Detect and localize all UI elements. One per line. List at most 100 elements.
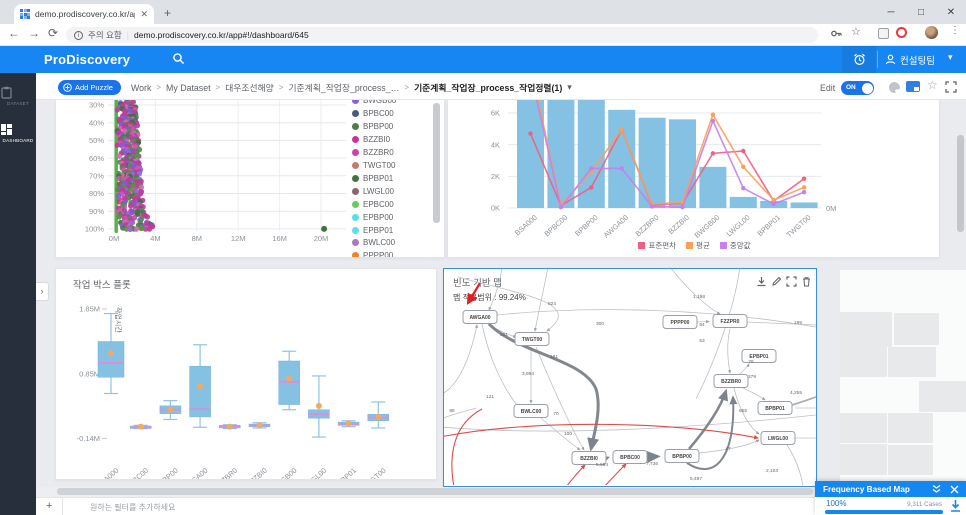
window-maximize-button[interactable]: □ (917, 6, 925, 18)
expand-icon[interactable] (786, 276, 797, 287)
edit-pencil-icon[interactable] (771, 276, 782, 287)
widget-download-icon[interactable] (949, 499, 962, 513)
bar-legend-item-중앙값[interactable]: 중앙값 (719, 240, 751, 251)
add-puzzle-button[interactable]: Add Puzzle (58, 80, 121, 95)
collapse-chevrons-icon[interactable] (931, 484, 942, 494)
favorite-star-icon[interactable]: ☆ (927, 78, 938, 92)
legend-item-BZZBI0[interactable]: BZZBI0 (352, 135, 390, 144)
legend-dot (352, 200, 359, 208)
palette-icon[interactable] (888, 81, 901, 94)
svg-text:FZZPR0: FZZPR0 (721, 319, 740, 325)
legend-item-PPPP00[interactable]: PPPP00 (352, 251, 394, 258)
alarm-clock-icon (853, 53, 865, 66)
svg-text:BPBC00: BPBC00 (123, 466, 150, 480)
svg-text:30%: 30% (89, 101, 104, 110)
legend-scrollbar[interactable] (433, 103, 440, 223)
browser-tab[interactable]: demo.prodiscovery.co.kr/app#!/ ✕ (14, 4, 154, 24)
fullscreen-icon[interactable] (945, 81, 957, 93)
sidebar-item-dashboard[interactable]: DASHBOARD (0, 116, 36, 149)
legend-item-BPBC00[interactable]: BPBC00 (352, 109, 394, 118)
browser-menu-icon[interactable]: ⋮ (950, 25, 960, 36)
panel-layout-icon[interactable] (906, 81, 920, 92)
legend-dot (352, 252, 359, 257)
map-node-BZZBR0[interactable]: BZZBR0 (713, 374, 749, 388)
sidebar-item-dataset[interactable]: DATASET (0, 79, 36, 112)
edit-toggle[interactable]: ON (841, 81, 874, 95)
legend-item-EPBP00[interactable]: EPBP00 (352, 213, 393, 222)
page-info-icon[interactable]: i (74, 30, 83, 40)
browser-profile-avatar[interactable] (925, 26, 938, 39)
map-node-PPPP00[interactable]: PPPP00 (662, 315, 698, 329)
reload-icon[interactable]: ⟳ (48, 26, 59, 40)
new-tab-button[interactable]: + (164, 6, 172, 20)
back-icon[interactable]: ← (8, 26, 20, 40)
search-icon[interactable] (172, 52, 185, 65)
notifications-button[interactable] (842, 46, 876, 73)
tab-close-icon[interactable]: ✕ (140, 8, 148, 19)
breadcrumb-item[interactable]: Work (131, 82, 152, 93)
password-key-icon[interactable] (830, 27, 843, 40)
breadcrumb-separator: > (404, 83, 410, 92)
legend-item-BWGB00[interactable]: BWGB00 (352, 100, 396, 105)
svg-text:4K: 4K (491, 140, 500, 149)
map-node-BPBP01[interactable]: BPBP01 (757, 401, 793, 415)
window-close-button[interactable]: ✕ (946, 6, 956, 18)
map-node-TWGT00[interactable]: TWGT00 (514, 332, 550, 346)
svg-text:BPBP01: BPBP01 (765, 406, 785, 412)
frequency-map-panel[interactable]: 빈도 기반 맵 맵 적용범위 : 99.24% AWGA00 TWGT00 BWLC… (443, 268, 817, 487)
skeleton-block (919, 381, 966, 412)
bar-legend-item-평균[interactable]: 평균 (686, 240, 710, 251)
bar-chart-svg: 0K 2K 4K 6K 0M BSA000 BPBC00 BPBP00 AWGA00 BZZBR0… (491, 100, 836, 240)
legend-item-BPBP01[interactable]: BPBP01 (352, 174, 393, 183)
extension-icon[interactable] (878, 28, 889, 39)
legend-item-BZZBR0[interactable]: BZZBR0 (352, 148, 394, 157)
add-filter-button[interactable]: + (46, 500, 53, 512)
map-node-FZZPR0[interactable]: FZZPR0 (712, 314, 748, 328)
dashboard-select-caret-icon[interactable]: ▾ (567, 82, 572, 92)
bar-legend-item-표준편차[interactable]: 표준편차 (638, 240, 676, 251)
map-node-BWLC00[interactable]: BWLC00 (513, 404, 549, 418)
legend-item-TWGT00[interactable]: TWGT00 (352, 161, 395, 170)
url-bar[interactable]: i 주의 요함 | demo.prodiscovery.co.kr/app#!/… (66, 27, 818, 43)
breadcrumb-current[interactable]: 기준계획_작업장_process_작업정렬(1) (414, 83, 563, 93)
delete-trash-icon[interactable] (801, 276, 812, 287)
bookmark-star-icon[interactable]: ☆ (851, 26, 861, 38)
breadcrumb-item[interactable]: 기준계획_작업장_process_… (288, 83, 400, 93)
user-menu[interactable]: 컨설팅팀 (885, 46, 935, 73)
extension-red-o-icon[interactable] (896, 27, 907, 38)
map-node-BPBP00[interactable]: BPBP00 (664, 449, 700, 463)
legend-item-BPBP00[interactable]: BPBP00 (352, 122, 393, 131)
legend-item-LWGL00[interactable]: LWGL00 (352, 187, 394, 196)
dataset-clipboard-icon (1, 86, 12, 99)
app-logo[interactable]: ProDiscovery (44, 52, 131, 67)
drawer-expand-arrow[interactable]: › (36, 282, 49, 301)
widget-header[interactable]: Frequency Based Map (815, 481, 966, 497)
toggle-knob (861, 82, 873, 94)
widget-close-icon[interactable] (950, 485, 959, 494)
forward-icon[interactable]: → (28, 26, 40, 40)
edge-frequency-label: 47 (725, 446, 731, 452)
widget-slider[interactable] (825, 510, 943, 514)
edit-label: Edit (820, 83, 836, 93)
vertical-scrollbar[interactable] (957, 135, 964, 232)
map-node-BPBC00[interactable]: BPBC00 (612, 450, 648, 464)
map-node-LWGL00[interactable]: LWGL00 (760, 431, 796, 445)
svg-text:20M: 20M (314, 234, 329, 243)
map-node-BZZBI0[interactable]: BZZBI0 (571, 451, 607, 465)
map-node-EPBP01[interactable]: EPBP01 (741, 349, 777, 363)
legend-label: PPPP00 (363, 251, 394, 258)
user-menu-caret-icon[interactable]: ▾ (948, 52, 953, 62)
legend-item-BWLC00[interactable]: BWLC00 (352, 238, 395, 247)
legend-dot (352, 226, 359, 234)
breadcrumb-item[interactable]: 대우조선해양 (225, 83, 274, 93)
window-minimize-button[interactable]: ─ (887, 6, 895, 18)
legend-item-EPBP01[interactable]: EPBP01 (352, 226, 393, 235)
map-node-AWGA00[interactable]: AWGA00 (462, 310, 498, 324)
breadcrumb-item[interactable]: My Dataset (166, 82, 211, 93)
svg-text:AWGA00: AWGA00 (602, 213, 630, 240)
process-map-svg[interactable]: AWGA00 TWGT00 BWLC00 BZZBI0 BPBC00 BPBP00 PPPP… (444, 269, 816, 485)
download-icon[interactable] (756, 276, 767, 287)
horizontal-scrollbar-thumb[interactable] (57, 488, 813, 495)
filter-placeholder[interactable]: 원하는 필터를 추가하세요 (90, 503, 176, 512)
legend-item-EPBC00[interactable]: EPBC00 (352, 200, 394, 209)
